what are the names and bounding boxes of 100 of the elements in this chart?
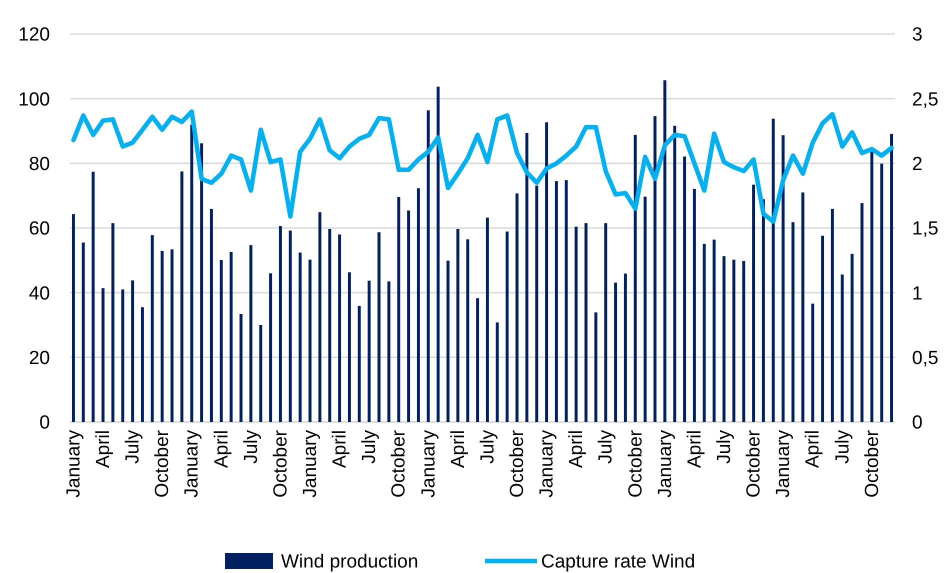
bar (140, 307, 144, 422)
y2-tick-label: 3 (912, 24, 923, 46)
bar (416, 188, 420, 422)
x-tick-label: April (802, 430, 824, 468)
x-tick-label: October (507, 429, 528, 498)
bar (298, 252, 302, 422)
bar (850, 254, 854, 422)
y-tick-label: 0 (39, 412, 50, 434)
bar (712, 240, 716, 422)
bar (890, 134, 894, 422)
y-tick-label: 40 (28, 283, 50, 304)
y-tick-label: 60 (28, 218, 50, 240)
bar (368, 280, 371, 422)
bar (702, 244, 706, 422)
x-tick-label: January (536, 430, 558, 498)
x-tick-label: October (744, 429, 765, 498)
y-tick-label: 80 (28, 154, 50, 175)
x-tick-label: January (418, 430, 440, 498)
x-tick-label: January (773, 430, 794, 498)
x-tick-label: January (654, 430, 676, 498)
bar (535, 186, 538, 422)
x-tick-label: April (211, 430, 232, 468)
bar (830, 208, 834, 422)
bar (131, 280, 134, 422)
x-tick-label: April (330, 430, 351, 468)
x-tick-label: July (359, 430, 380, 464)
bar (259, 325, 262, 422)
bar (338, 234, 342, 422)
x-tick-label: July (832, 430, 854, 464)
bar (624, 274, 627, 422)
bar (486, 218, 489, 422)
y-tick-label: 20 (28, 348, 50, 369)
bar (150, 235, 154, 422)
bar (160, 250, 164, 422)
bar (436, 86, 440, 422)
bar (554, 181, 558, 422)
legend-label: Capture rate Wind (541, 552, 696, 573)
bar (180, 171, 184, 422)
bar (614, 282, 618, 422)
bar (860, 203, 864, 422)
bar (426, 110, 430, 422)
bar (525, 132, 528, 422)
bar (634, 134, 637, 422)
bar (170, 249, 174, 422)
bar (564, 180, 568, 422)
x-tick-label: January (300, 430, 322, 498)
x-tick-label: January (182, 430, 203, 498)
bar (870, 150, 874, 422)
bar (722, 256, 726, 422)
bar (456, 228, 460, 422)
bar (348, 272, 351, 422)
x-tick-label: July (477, 430, 498, 464)
line-series (71, 109, 894, 224)
bar (72, 214, 75, 422)
bar (574, 226, 578, 422)
bar (358, 306, 361, 422)
x-tick-label: October (270, 429, 292, 498)
bar (732, 260, 736, 422)
bar (318, 212, 322, 422)
bar (387, 281, 390, 422)
bar (308, 260, 312, 422)
bar (288, 230, 292, 422)
legend-label: Wind production (281, 552, 418, 573)
y2-tick-label: 2,5 (912, 89, 938, 110)
x-tick-label: October (625, 429, 646, 498)
bar (673, 126, 676, 422)
bar (516, 193, 518, 422)
y-tick-label: 100 (18, 89, 50, 110)
bar (111, 223, 114, 422)
bar (102, 288, 104, 422)
bar (446, 260, 450, 422)
x-tick-label: October (388, 429, 410, 498)
x-tick-label: July (714, 430, 735, 464)
bar (692, 188, 696, 422)
bar (466, 239, 470, 422)
bar (407, 210, 410, 422)
bar (328, 228, 332, 422)
x-tick-label: July (240, 430, 262, 464)
y2-tick-label: 1,5 (912, 218, 938, 240)
bar (604, 223, 608, 422)
x-tick-label: April (93, 430, 114, 468)
x-tick-label: April (448, 430, 469, 468)
x-tick-label: October (152, 429, 174, 498)
bar (594, 312, 598, 422)
bar (821, 236, 824, 422)
bar (742, 260, 746, 422)
bar (210, 208, 213, 422)
bar (801, 192, 804, 422)
bar (654, 116, 656, 422)
y2-tick-label: 2 (912, 154, 923, 175)
bar (880, 164, 884, 422)
bar (92, 172, 95, 422)
x-tick-label: April (566, 430, 588, 468)
bar (278, 226, 282, 422)
bar (782, 135, 785, 422)
bar (240, 314, 242, 422)
bar (683, 156, 686, 422)
x-tick-label: April (684, 430, 706, 468)
bar (506, 232, 509, 422)
bar (762, 199, 765, 422)
